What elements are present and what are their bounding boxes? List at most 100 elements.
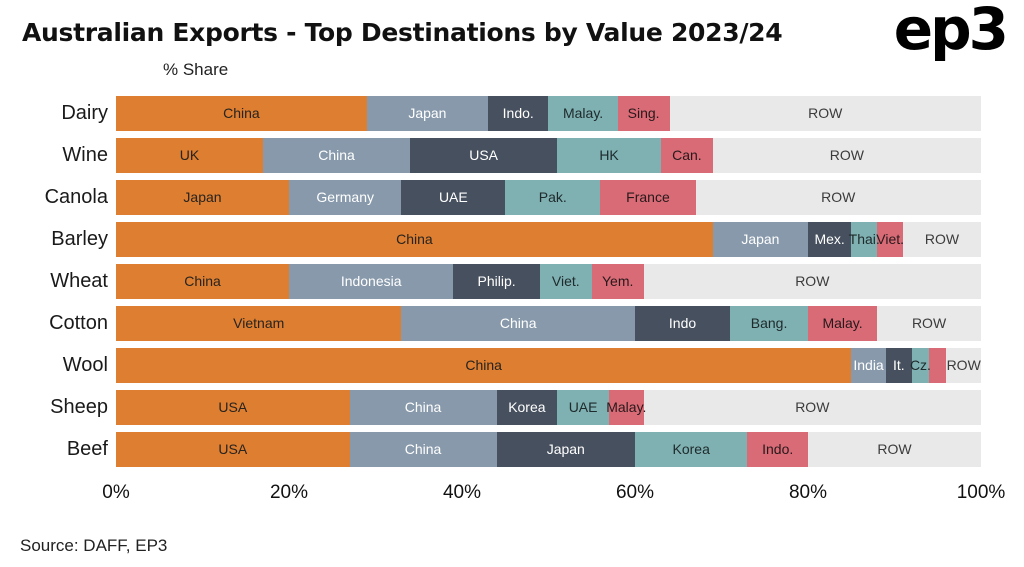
chart-title: Australian Exports - Top Destinations by… <box>22 18 783 47</box>
segment-label: Cz. <box>909 357 931 373</box>
segment-label: ROW <box>829 147 864 163</box>
segment-label: USA <box>469 147 499 163</box>
segment-label: Korea <box>672 441 710 457</box>
segment-label: ROW <box>911 315 947 331</box>
segment-label: Japan <box>546 441 585 457</box>
bar-segment: Malay. <box>548 95 618 131</box>
bar-segment: It. <box>885 347 912 383</box>
bar-segment: Yem. <box>591 263 644 299</box>
segment-label: China <box>318 147 355 163</box>
bar-segment: India <box>851 347 886 383</box>
segment-label: Yem. <box>601 273 634 289</box>
segment-label: UAE <box>438 189 468 205</box>
bar-segment: Korea <box>496 389 558 425</box>
bar-segment: Japan <box>712 221 808 257</box>
bar-segment: Germany <box>289 179 402 215</box>
segment-label: Viet. <box>876 231 905 247</box>
chart-row: Cotton Vietnam China Indo Bang. Malay. ROW <box>8 302 981 344</box>
bar-segment: UK <box>116 137 264 173</box>
bar-chart: Dairy China Japan Indo. Malay. Sing. ROW Wine UK… <box>8 92 981 470</box>
bar-segment: China <box>116 221 713 257</box>
stacked-bar: China Japan Mex. Thai. Viet. ROW <box>116 221 981 257</box>
x-tick-label: 60% <box>615 482 655 503</box>
bar-segment: China <box>349 431 497 467</box>
segment-label: Japan <box>741 231 780 247</box>
chart-row: Dairy China Japan Indo. Malay. Sing. ROW <box>8 92 981 134</box>
bar-segment: Sing. <box>617 95 670 131</box>
segment-label: Korea <box>508 399 546 415</box>
bar-segment: ROW <box>643 263 981 299</box>
segment-label: China <box>184 273 221 289</box>
segment-label: USA <box>218 441 248 457</box>
x-tick-label: 20% <box>269 482 309 503</box>
bar-segment: ROW <box>695 179 981 215</box>
segment-label: France <box>626 189 670 205</box>
stacked-bar: China Japan Indo. Malay. Sing. ROW <box>116 95 981 131</box>
bar-segment: Japan <box>496 431 635 467</box>
bar-segment: China <box>401 305 635 341</box>
segment-label: Viet. <box>551 273 580 289</box>
segment-label: ROW <box>877 441 912 457</box>
category-label: Dairy <box>61 101 108 124</box>
bar-segment: Vietnam <box>116 305 402 341</box>
bar-segment: Japan <box>366 95 488 131</box>
bar-segment: Viet. <box>876 221 905 257</box>
segment-label: HK <box>599 147 619 163</box>
bar-segment: ROW <box>903 221 981 257</box>
segment-label: Indo. <box>502 105 534 121</box>
bar-segment: China <box>116 347 852 383</box>
stacked-bar: Vietnam China Indo Bang. Malay. ROW <box>116 305 981 341</box>
x-tick-label: 40% <box>442 482 482 503</box>
bar-segment: USA <box>116 389 350 425</box>
segment-label: Thai. <box>848 231 880 247</box>
bar-segment: HK <box>557 137 661 173</box>
bar-segment: Indo. <box>487 95 549 131</box>
bar-segment: UAE <box>401 179 506 215</box>
chart-row: Beef USA China Japan Korea Indo. ROW <box>8 428 981 470</box>
segment-label: Malay. <box>822 315 863 331</box>
bar-segment: Indo <box>634 305 731 341</box>
stacked-bar: USA China Korea UAE Malay. ROW <box>116 389 981 425</box>
chart-row: Canola Japan Germany UAE Pak. France ROW <box>8 176 981 218</box>
segment-label: Indo <box>668 315 697 331</box>
source-note: Source: DAFF, EP3 <box>20 536 168 555</box>
bar-segment: China <box>263 137 411 173</box>
stacked-bar: USA China Japan Korea Indo. ROW <box>116 431 981 467</box>
chart-row: Wheat China Indonesia Philip. Viet. Yem. ROW <box>8 260 981 302</box>
segment-label: Vietnam <box>233 315 285 331</box>
bar-segment: Korea <box>634 431 748 467</box>
category-label: Wool <box>62 353 108 376</box>
segment-label: Japan <box>408 105 447 121</box>
bar-segment: ROW <box>712 137 981 173</box>
stacked-bar: China India It. Cz. ROW <box>116 347 981 383</box>
bar-segment: France <box>600 179 696 215</box>
ep3-logo: ep3 <box>893 0 1009 63</box>
chart-row: Wine UK China USA HK Can. ROW <box>8 134 981 176</box>
bar-segment: China <box>349 389 497 425</box>
stacked-bar: UK China USA HK Can. ROW <box>116 137 981 173</box>
bar-segment: China <box>116 263 289 299</box>
segment-label: Malay. <box>562 105 604 121</box>
segment-label: ROW <box>946 357 981 373</box>
segment-label: Indonesia <box>340 273 402 289</box>
segment-label: Indo. <box>762 441 794 457</box>
segment-label: Bang. <box>750 315 788 331</box>
segment-label: Japan <box>183 189 222 205</box>
chart-row: Barley China Japan Mex. Thai. Viet. ROW <box>8 218 981 260</box>
bar-segment: Malay. <box>606 389 646 425</box>
axis-title: % Share <box>163 60 229 79</box>
x-tick-label: 80% <box>788 482 828 503</box>
bar-segment: Can. <box>660 137 713 173</box>
x-tick-label: 100% <box>956 482 1006 503</box>
bar-segment: Viet. <box>539 263 592 299</box>
bar-segment: Japan <box>116 179 289 215</box>
bar-segment: Malay. <box>807 305 878 341</box>
bar-segment: ROW <box>946 347 981 383</box>
segment-label: It. <box>892 357 905 373</box>
x-axis: 0% 20% 40% 60% 80% 100% <box>102 482 1005 508</box>
segment-label: China <box>404 441 442 457</box>
bar-segment: ROW <box>669 95 981 131</box>
bar-segment: Indo. <box>747 431 808 467</box>
category-label: Barley <box>51 227 108 250</box>
